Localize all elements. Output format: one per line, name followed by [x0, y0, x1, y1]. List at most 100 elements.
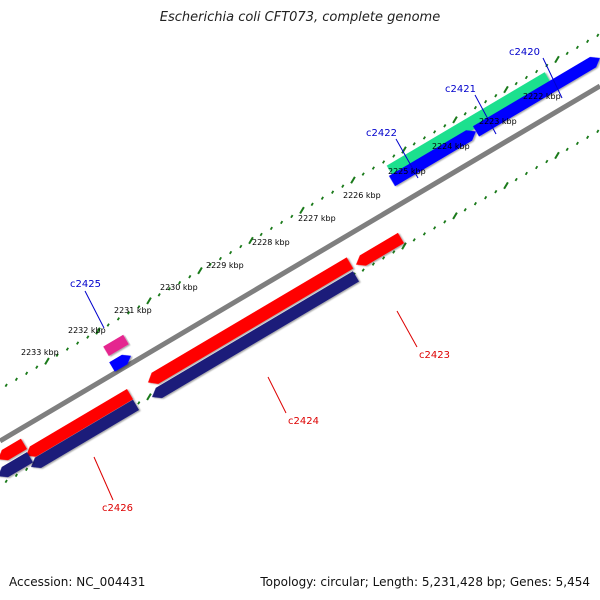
- outer-tick-mark: [95, 327, 101, 335]
- outer-tick-mark: [55, 353, 59, 357]
- scale-label: 2232 kbp: [68, 326, 106, 335]
- genome-backbone: [0, 83, 600, 444]
- outer-tick-mark: [422, 136, 426, 140]
- inner-tick-mark: [422, 232, 426, 236]
- scale-label: 2231 kbp: [114, 306, 152, 315]
- outer-tick-mark: [106, 323, 110, 327]
- outer-tick-mark: [575, 45, 579, 50]
- outer-tick-mark: [371, 166, 375, 170]
- outer-tick-mark: [443, 124, 447, 128]
- outer-tick-mark: [433, 130, 437, 134]
- inner-tick-mark: [494, 189, 498, 194]
- inner-tick-mark: [452, 212, 458, 220]
- label-leader-line: [396, 310, 418, 348]
- outer-tick-mark: [229, 250, 233, 255]
- label-leader-line: [542, 57, 563, 99]
- outer-tick-mark: [86, 335, 90, 339]
- outer-tick-mark: [280, 220, 284, 225]
- outer-tick-mark: [248, 236, 254, 245]
- label-leader-line: [93, 456, 114, 501]
- inner-tick-mark: [554, 151, 560, 160]
- outer-tick-mark: [392, 154, 396, 158]
- cds-left-edge: [0, 438, 28, 461]
- outer-tick-mark: [290, 214, 294, 219]
- outer-tick-mark: [197, 266, 203, 275]
- outer-tick-mark: [331, 190, 335, 194]
- outer-tick-mark: [565, 51, 569, 56]
- outer-tick-mark: [350, 176, 356, 184]
- cds-c2422: [386, 72, 552, 177]
- inner-tick-mark: [596, 129, 600, 134]
- outer-tick-mark: [116, 317, 120, 321]
- scale-label: 2228 kbp: [252, 238, 290, 247]
- outer-tick-mark: [494, 93, 498, 98]
- inner-tick-mark: [361, 268, 365, 272]
- inner-tick-mark: [146, 393, 152, 401]
- cds-c2426: [25, 388, 134, 457]
- gene-label-lines: [84, 57, 563, 501]
- scale-label: 2233 kbp: [21, 348, 59, 357]
- gene-c2425: [109, 354, 132, 372]
- outer-tick-mark: [452, 116, 458, 124]
- outer-tick-mark: [361, 172, 365, 176]
- label-leader-line: [474, 94, 497, 135]
- cds-c2424: [147, 257, 354, 384]
- inner-tick-mark: [412, 238, 416, 242]
- outer-tick-mark: [137, 305, 141, 309]
- label-leader-line: [267, 376, 287, 414]
- outer-tick-mark: [239, 244, 243, 249]
- inner-tick-mark: [14, 473, 18, 478]
- outer-tick-mark: [44, 357, 50, 365]
- scale-label: 2230 kbp: [160, 283, 198, 292]
- outer-tick-mark: [299, 206, 305, 215]
- gene-c2421: [472, 56, 600, 137]
- outer-tick-mark: [524, 75, 528, 80]
- inner-tick-mark: [545, 159, 549, 164]
- gene-label: c2423: [419, 350, 450, 361]
- gene-label: c2420: [509, 47, 540, 58]
- outer-tick-mark: [341, 184, 345, 188]
- gene-features: [0, 56, 600, 478]
- outer-tick-mark: [4, 383, 8, 388]
- map-title: Escherichia coli CFT073, complete genome: [159, 10, 441, 25]
- outer-tick-mark: [188, 274, 192, 279]
- inner-tick-mark: [503, 181, 509, 190]
- outer-tick-mark: [259, 232, 263, 237]
- backbone-line: [0, 83, 600, 444]
- gene-label: c2424: [288, 416, 319, 427]
- gene-left-edge: [0, 452, 34, 478]
- inner-tick-mark: [137, 401, 141, 405]
- gene-c2424: [151, 271, 360, 399]
- outer-tick-mark: [208, 262, 212, 267]
- outer-tick-mark: [401, 146, 407, 154]
- inner-tick-mark: [401, 242, 407, 250]
- scale-label: 2225 kbp: [388, 167, 426, 176]
- inner-tick-mark: [433, 226, 437, 230]
- inner-tick-mark: [484, 195, 488, 200]
- inner-tick-mark: [382, 256, 386, 260]
- inner-tick-mark: [371, 262, 375, 266]
- scale-label: 2226 kbp: [343, 191, 381, 200]
- outer-tick-mark: [127, 311, 131, 315]
- scale-labels: 2222 kbp 2223 kbp 2224 kbp 2225 kbp 2226 kbp…: [21, 92, 561, 357]
- inner-tick-mark: [586, 135, 590, 140]
- outer-tick-mark: [596, 33, 600, 38]
- outer-tick-mark: [535, 69, 539, 74]
- outer-tick-mark: [412, 142, 416, 146]
- outer-tick-mark: [35, 365, 39, 369]
- inner-tick-mark: [514, 177, 518, 182]
- gene-labels: c2420 c2421 c2422 c2425 c2423 c2424 c2426: [70, 47, 540, 514]
- outer-tick-mark: [473, 105, 477, 110]
- label-leader-line: [84, 290, 105, 329]
- inner-tick-mark: [565, 147, 569, 152]
- gene-label: c2425: [70, 279, 101, 290]
- gene-label: c2426: [102, 503, 133, 514]
- scale-label: 2223 kbp: [479, 117, 517, 126]
- outer-tick-mark: [218, 256, 222, 261]
- label-leader-line: [395, 138, 419, 179]
- cds-c2423: [355, 232, 405, 266]
- inner-tick-mark: [575, 141, 579, 146]
- outer-tick-ring: [4, 33, 600, 388]
- outer-tick-mark: [310, 202, 314, 207]
